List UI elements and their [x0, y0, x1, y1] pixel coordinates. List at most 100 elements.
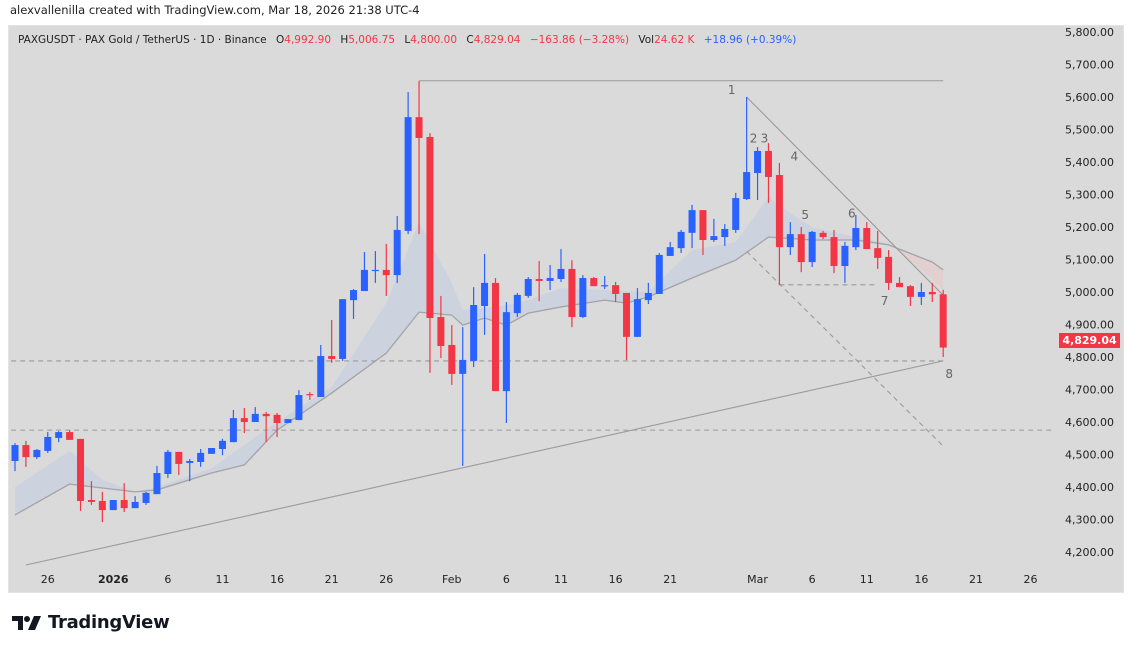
- candle-body: [87, 500, 95, 502]
- candle-body: [633, 299, 641, 337]
- low-value: 4,800.00: [410, 34, 458, 46]
- wave-label: 8: [945, 367, 953, 381]
- candle-body: [721, 228, 729, 238]
- ma-band-segment: [790, 213, 813, 240]
- candle-body: [459, 359, 467, 374]
- candle: [404, 92, 412, 235]
- time-tick-label: 26: [379, 573, 393, 586]
- low-label: L: [404, 34, 411, 46]
- time-axis[interactable]: 26 2026 6 11 16 21 26 Feb 6 11 16 21 Mar 6 11 16 21 26: [41, 573, 1038, 586]
- candle: [885, 250, 893, 291]
- candle-body: [437, 317, 445, 346]
- candle: [710, 218, 718, 242]
- candle: [240, 408, 248, 434]
- time-tick-label: Mar: [747, 573, 768, 586]
- candle-body: [666, 247, 674, 256]
- price-tick-label: 5,000.00: [1065, 286, 1114, 299]
- candle: [721, 224, 729, 246]
- candle: [44, 432, 52, 453]
- ma-band-segment: [69, 450, 103, 488]
- candle: [568, 260, 576, 328]
- candle: [284, 419, 292, 423]
- candle-body: [382, 269, 390, 276]
- ma-band-segment: [386, 222, 420, 354]
- time-tick-label: 6: [503, 573, 510, 586]
- candle: [644, 282, 652, 305]
- candle-body: [841, 245, 849, 266]
- price-tick-label: 5,300.00: [1065, 189, 1114, 202]
- volume-value: 24.62 K: [654, 34, 695, 46]
- candle-body: [426, 136, 434, 318]
- candle-body: [175, 451, 183, 464]
- candle-body: [808, 231, 816, 263]
- open-label: O: [276, 34, 285, 46]
- candle-body: [33, 449, 41, 458]
- candle-body: [22, 445, 30, 458]
- candle: [306, 392, 314, 400]
- candle: [360, 252, 368, 292]
- trendline-drawing: [746, 96, 944, 296]
- wave-label: 2: [750, 132, 758, 146]
- candle-body: [644, 292, 652, 301]
- candle-body: [448, 344, 456, 374]
- candle: [131, 496, 139, 509]
- candle: [863, 222, 871, 250]
- price-tick-label: 5,500.00: [1065, 124, 1114, 137]
- candle-body: [732, 198, 740, 230]
- candle: [393, 215, 401, 283]
- volume-change: +18.96 (+0.39%): [703, 34, 797, 46]
- candle-body: [328, 356, 336, 359]
- tradingview-logo[interactable]: TradingView: [12, 612, 170, 633]
- candle: [382, 243, 390, 296]
- candle-body: [251, 413, 259, 422]
- candle-body: [513, 294, 521, 314]
- candle: [229, 409, 237, 443]
- time-tick-label: 26: [41, 573, 55, 586]
- candle-body: [55, 432, 63, 438]
- candle: [612, 281, 620, 303]
- candle-body: [142, 492, 150, 503]
- chart-panel[interactable]: [8, 25, 1124, 593]
- candle: [448, 325, 456, 385]
- candle: [633, 288, 641, 337]
- candle: [197, 448, 205, 467]
- candle-body: [186, 461, 194, 463]
- volume-label: Vol: [638, 34, 655, 46]
- candle: [786, 222, 794, 255]
- candle: [317, 344, 325, 397]
- candle-body: [546, 278, 554, 281]
- price-tick-label: 4,200.00: [1065, 546, 1114, 559]
- candle: [426, 133, 434, 373]
- wave-labels: 12 345 678: [728, 83, 953, 381]
- candle-body: [44, 436, 52, 451]
- high-label: H: [340, 34, 349, 46]
- candle: [590, 277, 598, 287]
- candle-body: [535, 279, 543, 281]
- candle: [109, 500, 117, 511]
- candle-body: [677, 231, 685, 249]
- time-tick-label: 11: [554, 573, 568, 586]
- candle-body: [612, 285, 620, 294]
- candle-body: [371, 269, 379, 272]
- candle: [764, 143, 772, 203]
- candle-body: [415, 117, 423, 138]
- candle-body: [710, 236, 718, 240]
- candles-layer: [11, 81, 947, 523]
- candle-body: [491, 282, 499, 392]
- candle: [732, 192, 740, 233]
- symbol-title[interactable]: PAXGUSDT · PAX Gold / TetherUS · 1D · Bi…: [18, 34, 267, 46]
- price-axis[interactable]: 5,800.00 5,700.00 5,600.00 5,500.00 5,400.00…: [1065, 26, 1114, 559]
- time-tick-label: 16: [270, 573, 284, 586]
- candle: [841, 241, 849, 283]
- candle: [601, 276, 609, 290]
- candle: [120, 483, 128, 513]
- price-tick-label: 4,900.00: [1065, 319, 1114, 332]
- price-tick-label: 5,600.00: [1065, 91, 1114, 104]
- ma-band-segment: [135, 487, 157, 492]
- candle: [208, 448, 216, 454]
- candle-body: [830, 237, 838, 266]
- candle-body: [120, 500, 128, 509]
- price-tick-label: 4,500.00: [1065, 449, 1114, 462]
- open-value: 4,992.90: [284, 34, 332, 46]
